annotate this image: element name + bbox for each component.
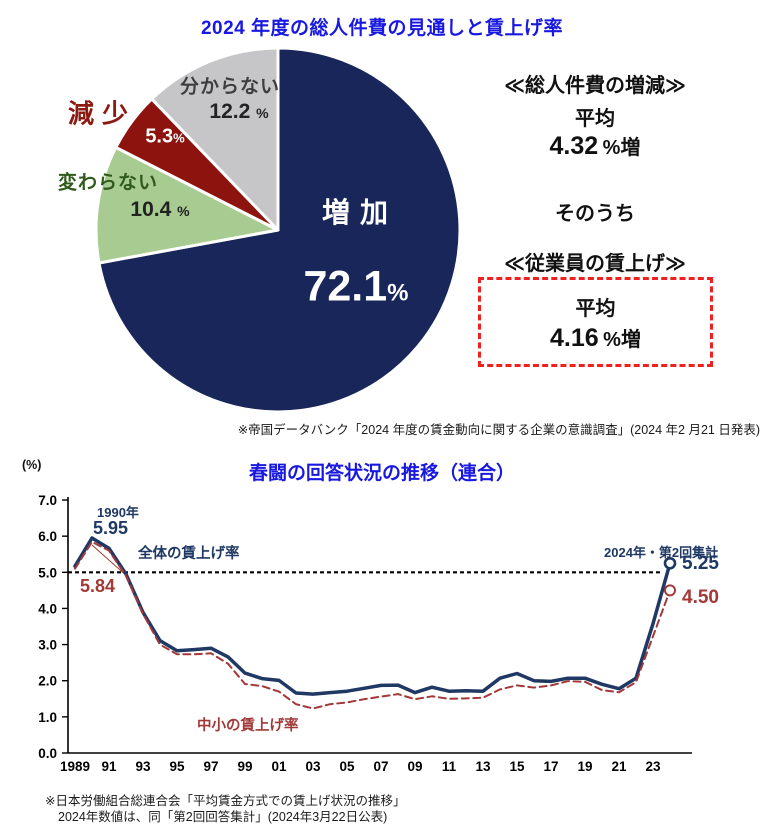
- pie-value-increase-number: 72.1: [303, 262, 388, 311]
- wage-value-suffix: %増: [603, 328, 641, 351]
- wage-highlight-box: 平均 4.16 %増: [478, 277, 713, 367]
- annotation-latest-sme-value: 4.50: [682, 587, 719, 608]
- x-tick-label: 17: [543, 759, 558, 774]
- pie-value-increase-pct: %: [387, 279, 409, 307]
- wage-value: 4.16 %増: [550, 323, 641, 353]
- summary-total-value-number: 4.32: [549, 132, 599, 160]
- y-tick-label: 4.0: [38, 601, 57, 616]
- pie-value-decrease-number: 5.3: [145, 125, 174, 148]
- legend-sme-series: 中小の賃上げ率: [197, 718, 299, 734]
- y-tick-label: 2.0: [38, 674, 57, 689]
- x-tick-label: 91: [101, 759, 117, 774]
- x-tick-label: 93: [135, 759, 151, 774]
- summary-connector-text: そのうち: [555, 203, 635, 225]
- x-tick-label: 13: [475, 759, 491, 774]
- pie-chart-title: 2024 年度の総人件費の見通しと賃上げ率: [200, 18, 564, 39]
- line-source-note-1: ※日本労働組合総連合会「平均賃金方式での賃上げ状況の推移」: [45, 794, 406, 808]
- annotation-latest-overall-value: 5.25: [682, 553, 719, 574]
- x-tick-label: 23: [645, 759, 661, 774]
- pie-value-unknown-number: 12.2: [209, 100, 251, 123]
- summary-heading-wage: ≪従業員の賃上げ≫: [504, 253, 686, 275]
- series-line-overall: [73, 536, 672, 696]
- y-tick-label: 3.0: [38, 638, 57, 653]
- x-tick-label: 05: [339, 759, 355, 774]
- pie-value-decrease-pct: %: [173, 130, 185, 146]
- summary-average-label: 平均: [575, 108, 615, 130]
- pie-value-decrease: 5.3%: [145, 126, 184, 149]
- pie-chart: [94, 46, 462, 414]
- pie-value-no-change-pct: %: [177, 203, 190, 219]
- pie-value-unknown-pct: %: [256, 105, 269, 121]
- pie-slice-3: [150, 46, 280, 232]
- legend-overall-series: 全体の賃上げ率: [138, 546, 240, 562]
- annotation-peak-overall-value: 5.95: [93, 518, 129, 538]
- annotation-peak-year: 1990年: [97, 505, 139, 520]
- annotation-peak-sme-value: 5.84: [80, 576, 116, 596]
- pie-value-increase: 72.1%: [303, 263, 408, 312]
- x-tick-label: 99: [237, 759, 252, 774]
- summary-total-value: 4.32 %増: [445, 131, 745, 161]
- pie-value-no-change-number: 10.4: [130, 198, 172, 221]
- wage-average-label: 平均: [575, 297, 616, 320]
- end-marker-overall: [663, 556, 677, 570]
- wage-value-number: 4.16: [550, 323, 599, 352]
- x-tick-label: 1989: [60, 759, 90, 774]
- y-axis-unit-label: (%): [22, 458, 42, 472]
- x-tick-label: 01: [271, 759, 287, 774]
- pie-slice-1: [94, 145, 280, 265]
- pie-value-unknown: 12.2 %: [209, 100, 268, 124]
- summary-total-value-suffix: %増: [602, 137, 641, 159]
- y-tick-label: 0.0: [38, 746, 57, 761]
- pie-label-no-change: 変わらない: [57, 172, 159, 194]
- x-tick-label: 09: [407, 759, 422, 774]
- line-chart: 0.0 1.0 2.0 3.0 4.0 5.0 6.0 7.0 1989 91 93 95 97 99 01…: [38, 493, 692, 774]
- pie-label-decrease: 減少: [67, 98, 137, 129]
- line-chart-title: 春闘の回答状況の推移（連合）: [248, 463, 515, 484]
- annotation-latest-label: 2024年・第2回集計: [604, 545, 719, 560]
- pie-label-unknown: 分からない: [179, 76, 281, 98]
- y-tick-label: 5.0: [38, 565, 57, 580]
- x-tick-label: 19: [577, 759, 592, 774]
- line-source-note-2: 2024年数値は、同「第2回回答集計」(2024年3月22日公表): [58, 810, 388, 824]
- pie-label-increase: 増加: [321, 197, 399, 228]
- x-tick-label: 11: [442, 759, 457, 774]
- x-tick-label: 03: [305, 759, 321, 774]
- y-tick-label: 6.0: [38, 529, 57, 544]
- x-tick-label: 21: [611, 759, 627, 774]
- x-tick-label: 15: [509, 759, 525, 774]
- x-tick-label: 97: [203, 759, 218, 774]
- x-tick-label: 07: [373, 759, 388, 774]
- summary-heading-total-cost: ≪総人件費の増減≫: [504, 75, 686, 97]
- y-tick-label: 7.0: [38, 493, 57, 508]
- x-tick-label: 95: [169, 759, 185, 774]
- y-tick-label: 1.0: [38, 710, 57, 725]
- end-marker-sme: [664, 584, 676, 597]
- pie-source-note: ※帝国データバンク「2024 年度の賃金動向に関する企業の意識調査」(2024 …: [237, 423, 760, 437]
- series-line-sme: [74, 540, 671, 710]
- pie-value-no-change: 10.4 %: [130, 198, 189, 222]
